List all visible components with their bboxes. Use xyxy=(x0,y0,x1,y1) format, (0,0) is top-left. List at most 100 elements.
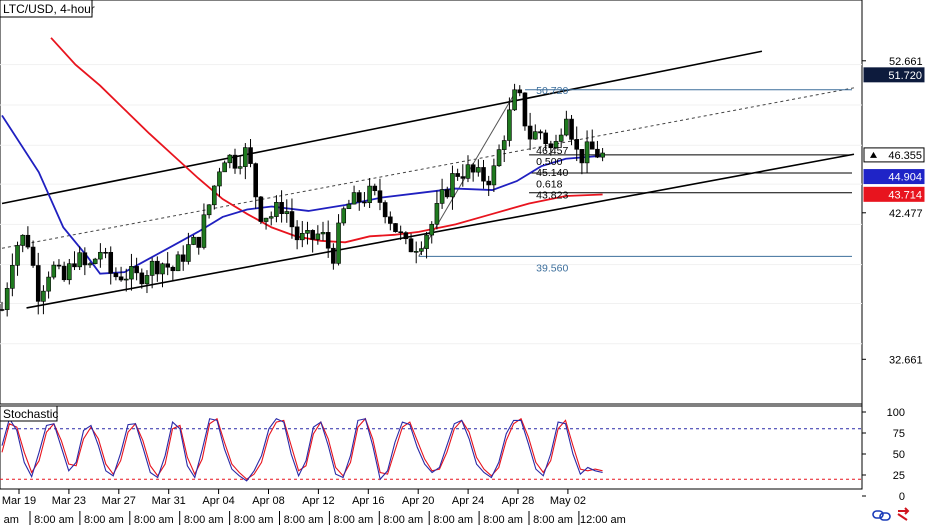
candle-up xyxy=(227,154,233,164)
time-label: 8:00 am xyxy=(433,514,473,525)
up-arrow-icon xyxy=(870,151,877,158)
candle-up xyxy=(201,214,207,248)
candle-up xyxy=(175,254,181,272)
candle-down xyxy=(72,263,77,268)
fib-level-label: 0.618 xyxy=(536,178,562,190)
price-badge-label: 43.714 xyxy=(888,189,922,201)
candle-down xyxy=(444,189,450,198)
candle-up xyxy=(87,263,93,266)
fib-level-label: 46.457 xyxy=(536,145,568,157)
date-label: Apr 28 xyxy=(502,495,534,507)
candle-down xyxy=(481,167,486,182)
candle-down xyxy=(35,265,41,302)
candle-down xyxy=(589,141,595,150)
candle-down xyxy=(82,252,88,266)
candle-up xyxy=(51,264,57,278)
candle-up xyxy=(305,230,310,234)
stochastic-tick-label: 75 xyxy=(893,428,905,440)
candle-up xyxy=(336,222,341,264)
candle-up xyxy=(553,141,559,149)
candle-down xyxy=(279,202,284,214)
candle-down xyxy=(113,272,119,278)
candle-up xyxy=(211,185,217,206)
candle-up xyxy=(315,233,321,240)
candle-up xyxy=(419,248,424,252)
candle-up xyxy=(413,251,419,253)
candle-down xyxy=(574,139,580,150)
candle-down xyxy=(103,251,108,254)
candle-down xyxy=(232,154,238,169)
candle-down xyxy=(543,132,548,145)
candle-up xyxy=(4,288,10,310)
candle-down xyxy=(165,263,170,268)
candle-down xyxy=(134,266,139,274)
stochastic-title: Stochastic xyxy=(3,407,58,421)
time-label: 8:00 am xyxy=(184,514,224,525)
fib-level-label: 43.823 xyxy=(536,190,568,202)
candle-down xyxy=(196,236,202,248)
candle-up xyxy=(10,265,15,289)
candle-down xyxy=(253,163,259,198)
candle-up xyxy=(584,141,590,164)
candle-up xyxy=(367,185,372,203)
stochastic-tick-label: 50 xyxy=(893,449,905,461)
candle-up xyxy=(123,278,129,281)
candle-up xyxy=(564,118,569,136)
stochastic-panel xyxy=(0,405,863,490)
chart-title-box: LTC/USD, 4-hour xyxy=(0,0,95,18)
candle-down xyxy=(393,223,398,233)
price-badge-label: 44.904 xyxy=(888,172,922,184)
candle-down xyxy=(522,92,528,127)
time-label: 12:00 am xyxy=(580,514,626,525)
candle-down xyxy=(403,232,409,240)
fib-level-label: 0.500 xyxy=(536,156,562,168)
fib-level-label: 39.560 xyxy=(536,263,568,275)
candle-up xyxy=(149,260,155,276)
time-label: 8:00 am xyxy=(0,514,19,525)
date-label: Apr 04 xyxy=(202,495,234,507)
candle-down xyxy=(258,196,264,222)
candle-down xyxy=(486,180,491,186)
candle-up xyxy=(46,276,51,292)
candle-down xyxy=(527,125,533,140)
candle-up xyxy=(465,164,471,179)
candle-down xyxy=(56,264,62,267)
time-label: 8:00 am xyxy=(234,514,274,525)
candle-up xyxy=(222,162,227,173)
candle-up xyxy=(98,251,103,260)
candle-down xyxy=(356,192,362,203)
candle-up xyxy=(346,203,352,210)
arrow-icon[interactable] xyxy=(897,507,910,521)
candle-up xyxy=(274,202,279,217)
candle-up xyxy=(41,290,46,302)
channel-lower-line xyxy=(26,153,855,309)
candle-down xyxy=(470,164,476,173)
date-label: Apr 08 xyxy=(252,495,284,507)
price-badge xyxy=(863,186,925,202)
time-label: 8:00 am xyxy=(284,514,324,525)
price-panel xyxy=(0,0,863,405)
link-icon[interactable] xyxy=(872,510,891,521)
price-badge xyxy=(863,67,925,83)
date-label: Mar 27 xyxy=(102,495,136,507)
time-label: 8:00 am xyxy=(34,514,74,525)
date-label: Mar 31 xyxy=(152,495,186,507)
candle-down xyxy=(517,89,523,94)
candle-down xyxy=(398,231,403,234)
stochastic-tick-label: 100 xyxy=(887,407,905,419)
candle-down xyxy=(180,254,186,262)
candle-down xyxy=(108,251,114,274)
time-label: 8:00 am xyxy=(134,514,174,525)
candle-down xyxy=(25,234,31,248)
candle-up xyxy=(450,173,455,198)
time-label: 8:00 am xyxy=(533,514,573,525)
candle-up xyxy=(424,234,429,249)
candle-up xyxy=(476,167,481,173)
fib-level-label: 50.720 xyxy=(536,85,568,97)
price-badge-label: 46.355 xyxy=(888,150,922,162)
date-label: Apr 20 xyxy=(402,495,434,507)
date-label: Apr 16 xyxy=(352,495,384,507)
candle-up xyxy=(20,234,26,246)
stochastic-title-box: Stochastic xyxy=(0,405,58,422)
